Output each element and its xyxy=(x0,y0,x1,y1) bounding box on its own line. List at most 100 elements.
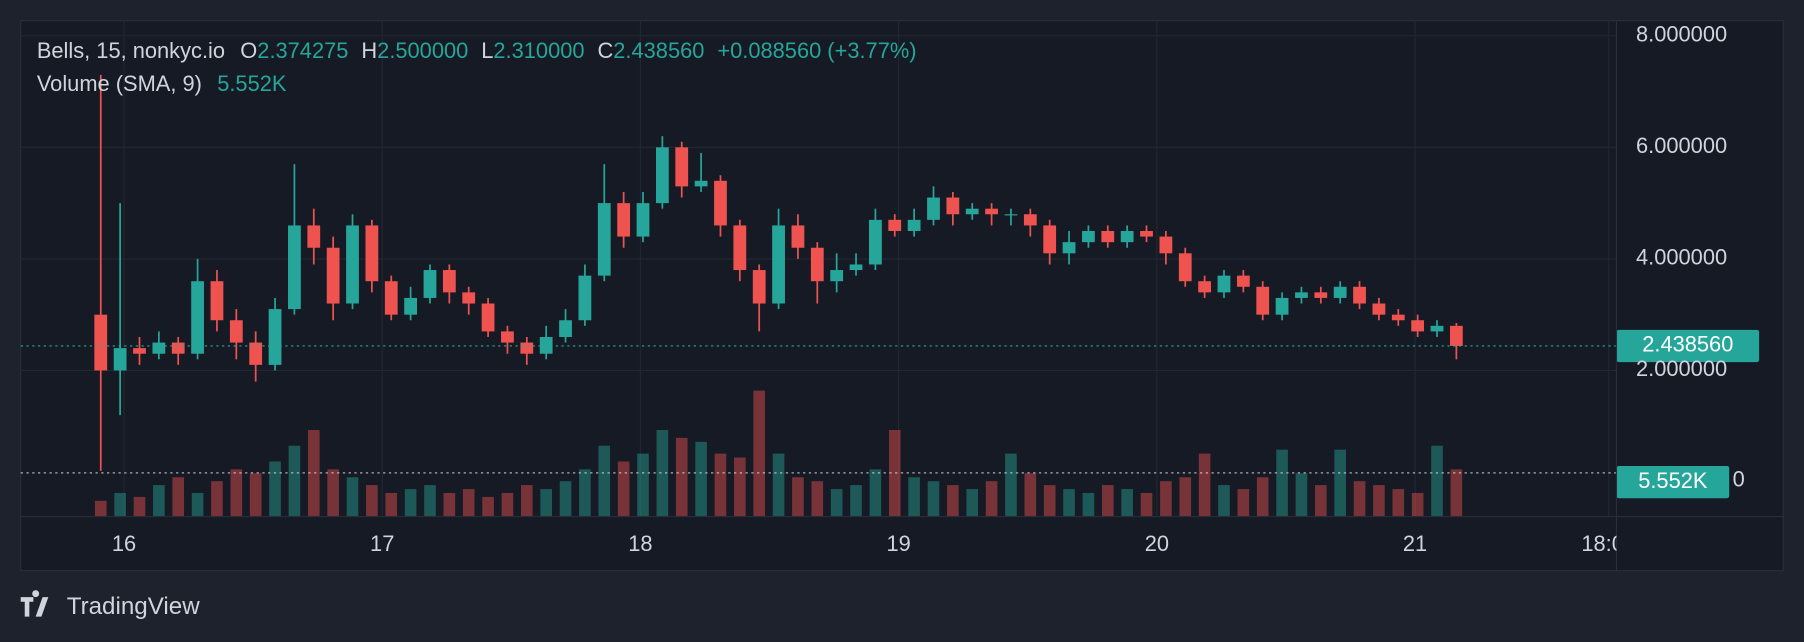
x-tick-label: 21 xyxy=(1403,531,1427,556)
volume-bar xyxy=(1411,492,1424,517)
candle-body xyxy=(1159,236,1173,254)
ohlc-label: O xyxy=(240,38,257,63)
volume-bar xyxy=(1121,489,1133,517)
last-price-tag xyxy=(1616,329,1760,363)
chart-panel xyxy=(20,20,1784,572)
volume-bar xyxy=(520,485,533,517)
overlay: 2.438560 5.552K xyxy=(20,329,1760,499)
volume-bar xyxy=(772,453,785,517)
volume-bar xyxy=(1063,489,1075,517)
candle-body xyxy=(1295,292,1308,298)
candle-body xyxy=(520,342,534,354)
volume-bar xyxy=(947,485,959,517)
last-price-label: 2.438560 xyxy=(1642,332,1733,357)
volume-bar xyxy=(424,485,436,517)
volume-bar xyxy=(1392,489,1405,517)
candle-body xyxy=(752,270,766,304)
volume-bar xyxy=(288,445,301,517)
ohlc-label: L xyxy=(481,38,493,63)
candle-body xyxy=(113,348,127,371)
volume-bar xyxy=(675,437,688,517)
volume-bar xyxy=(443,492,456,517)
ohlc-value: 2.374275 xyxy=(257,38,348,63)
candle-body xyxy=(481,303,495,332)
volume-bar xyxy=(1295,473,1308,517)
candle-body xyxy=(636,203,650,237)
volume-bar xyxy=(966,489,979,517)
candle-body xyxy=(1101,231,1115,243)
volume-bar xyxy=(94,500,107,517)
volume-sma-value: 5.552K xyxy=(217,71,287,96)
candle-body xyxy=(1004,214,1018,216)
volume-bar xyxy=(617,461,630,517)
volume-bar xyxy=(1218,485,1230,517)
volume-bar xyxy=(1431,445,1443,517)
candle-body xyxy=(191,281,204,354)
candle-body xyxy=(714,180,727,226)
candle-body xyxy=(733,225,747,271)
candle-body xyxy=(1372,303,1386,315)
candle-body xyxy=(830,270,844,282)
candle-body xyxy=(888,219,902,232)
candle-body xyxy=(1140,231,1153,237)
volume-bar xyxy=(850,485,862,517)
x-tick-label: 17 xyxy=(370,531,394,556)
candle-body xyxy=(249,342,263,365)
candle-body xyxy=(404,297,418,315)
volume-bar xyxy=(462,489,475,517)
candle-body xyxy=(501,331,514,343)
volume-bar xyxy=(1198,453,1211,517)
y-tick-label: 8.000000 xyxy=(1636,22,1727,47)
candle-body xyxy=(1178,253,1192,282)
volume-bar xyxy=(1160,481,1172,517)
candle-body xyxy=(907,219,921,232)
volume-bar xyxy=(1334,449,1346,517)
candle-body xyxy=(1236,275,1250,287)
candle-body xyxy=(985,208,998,215)
candle-body xyxy=(171,342,185,354)
volume-bar xyxy=(501,492,514,517)
chart-legend: Bells, 15, nonkyc.io O2.374275 H2.500000… xyxy=(37,38,917,63)
x-tick-label: 20 xyxy=(1145,531,1169,556)
volume-bar xyxy=(1315,485,1327,517)
candle-body xyxy=(1043,225,1057,254)
candle-body xyxy=(133,348,146,354)
candle-body xyxy=(675,147,689,187)
candle-body xyxy=(229,320,243,343)
candle-body xyxy=(597,203,611,276)
volume-bar xyxy=(559,481,572,517)
candle-body xyxy=(1275,297,1289,315)
candle-body xyxy=(559,320,572,337)
volume-bar xyxy=(869,469,882,517)
x-tick-label: 16 xyxy=(112,531,136,556)
volume-bar xyxy=(133,496,146,517)
volume-bar xyxy=(269,461,281,517)
volume-bar xyxy=(888,430,901,517)
volume-legend: Volume (SMA, 9) 5.552K xyxy=(37,71,287,96)
y-tick-label: 4.000000 xyxy=(1636,245,1727,270)
x-tick-label: 18 xyxy=(628,531,652,556)
y-tick-label: 2.000000 xyxy=(1636,356,1727,381)
volume-bar xyxy=(714,453,727,517)
volume-bar xyxy=(540,489,552,517)
volume-bar xyxy=(1373,485,1385,517)
volume-bar xyxy=(811,481,824,517)
candle-body xyxy=(869,219,882,265)
candle-body xyxy=(1256,286,1270,315)
volume-bar xyxy=(792,477,804,517)
volume-bar xyxy=(191,492,204,517)
candle-body xyxy=(1449,325,1463,346)
candle-body xyxy=(927,197,940,220)
volume-bar xyxy=(385,492,398,517)
volume-bar xyxy=(1024,473,1037,517)
volume-bar xyxy=(1450,469,1463,517)
volume-bar xyxy=(1256,477,1269,517)
candle-body xyxy=(346,225,359,304)
volume-bar xyxy=(1353,481,1366,517)
volume-bar xyxy=(830,489,843,517)
volume-bar xyxy=(695,441,707,517)
candle-body xyxy=(268,309,282,365)
volume-bar xyxy=(1140,492,1153,517)
candle-body xyxy=(772,225,785,304)
